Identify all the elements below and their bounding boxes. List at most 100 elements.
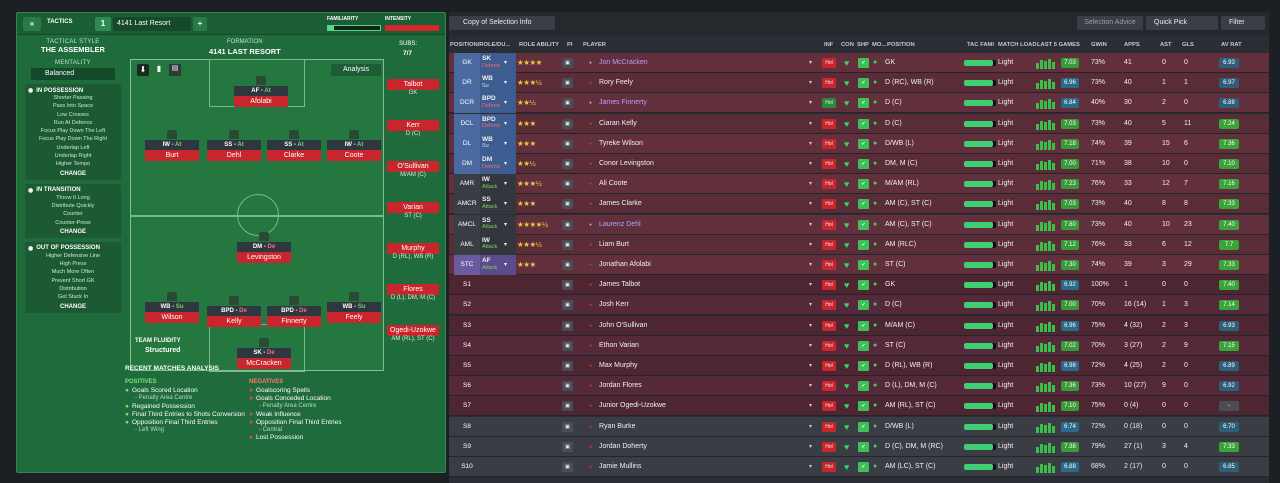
table-row[interactable]: AMCR SS Attack ▾ ★★★ ▣ ● James Clarke ▾ Hol ♥ ✔ ● AM … bbox=[449, 194, 1269, 215]
row-role[interactable]: WB Su bbox=[480, 73, 516, 94]
quick-pick-button[interactable]: Quick Pick bbox=[1146, 16, 1218, 30]
player-name[interactable]: Conor Levingston bbox=[599, 160, 654, 167]
substitute[interactable]: Murphy D (RL), WB (R) bbox=[387, 243, 439, 265]
header-last5[interactable]: LAST 5 GAMES bbox=[1037, 42, 1080, 48]
header-position[interactable]: POSITION bbox=[887, 42, 915, 48]
filter-button[interactable]: Filter bbox=[1221, 16, 1265, 30]
selection-advice-button[interactable]: Selection Advice bbox=[1077, 16, 1143, 30]
pi-icon[interactable]: ▣ bbox=[562, 179, 573, 190]
pi-icon[interactable]: ▣ bbox=[562, 199, 573, 210]
pi-icon[interactable]: ▣ bbox=[562, 300, 573, 311]
pi-icon[interactable]: ▣ bbox=[562, 118, 573, 129]
table-row[interactable]: S10 ▣ ● Jamie Mullins ▾ Hol ♥ ✔ ● AM (LC), ST (C)… bbox=[449, 457, 1269, 477]
player-name[interactable]: Josh Kerr bbox=[599, 301, 629, 309]
player-name[interactable]: Junior Ogedi-Uzokwe bbox=[599, 402, 666, 410]
analysis-item[interactable]: ● Opposition Final Third Entries bbox=[125, 419, 245, 427]
row-position[interactable]: S1 bbox=[463, 281, 471, 289]
role-dropdown-icon[interactable]: ▾ bbox=[504, 100, 508, 107]
table-row[interactable]: S6 ▣ ● Jordan Flores ▾ Hol ♥ ✔ ● D (L), DM, M (C)… bbox=[449, 376, 1269, 397]
row-position[interactable]: S9 bbox=[463, 442, 471, 450]
role-dropdown-icon[interactable]: ▾ bbox=[504, 201, 508, 208]
substitute[interactable]: Talbot GK bbox=[387, 79, 439, 101]
table-row[interactable]: AMR IW Attack ▾ ★★★½ ▣ ● Ali Coote ▾ Hol ♥ ✔ ● M/AM (… bbox=[449, 174, 1269, 195]
analysis-item[interactable]: ● Lost Possession bbox=[249, 434, 379, 442]
row-position[interactable]: S6 bbox=[463, 382, 471, 390]
row-position[interactable]: S5 bbox=[463, 362, 471, 369]
recent-matches-title[interactable]: RECENT MATCHES ANALYSIS bbox=[125, 365, 220, 372]
mentality-select[interactable]: Balanced bbox=[31, 68, 115, 80]
player-dropdown-icon[interactable]: ▾ bbox=[809, 342, 813, 349]
tactic-slot[interactable]: 1 bbox=[95, 17, 111, 31]
pitch-player[interactable]: WB - Su Feely bbox=[327, 292, 381, 324]
player-name[interactable]: Jon McCracken bbox=[599, 59, 648, 66]
player-dropdown-icon[interactable]: ▾ bbox=[809, 302, 813, 309]
player-name[interactable]: Tyreke Wilson bbox=[599, 139, 643, 147]
row-role[interactable]: DM Defend bbox=[480, 154, 516, 174]
pi-icon[interactable]: ▣ bbox=[562, 280, 573, 291]
player-dropdown-icon[interactable]: ▾ bbox=[809, 383, 813, 390]
header-shp[interactable]: SHP bbox=[857, 42, 869, 48]
table-row[interactable]: DR WB Su ▾ ★★★½ ▣ ● Rory Feely ▾ Hol ♥ ✔ ● D (RC), WB… bbox=[449, 73, 1269, 94]
player-name[interactable]: Liam Burt bbox=[599, 240, 629, 248]
pi-icon[interactable]: ▣ bbox=[562, 58, 573, 68]
pi-icon[interactable]: ▣ bbox=[562, 98, 573, 109]
pitch-player[interactable]: SS - At Dehl bbox=[207, 130, 261, 162]
table-row[interactable]: S9 ▣ ● Jordan Doherty ▾ Hol ♥ ✔ ● D (C), DM, M (R… bbox=[449, 436, 1269, 457]
table-row[interactable]: STC AF Attack ▾ ★★★ ▣ ● Jonathan Afolabi ▾ Hol ♥ ✔ ●… bbox=[449, 255, 1269, 275]
pi-icon[interactable]: ▣ bbox=[562, 219, 573, 230]
pi-icon[interactable]: ▣ bbox=[562, 441, 573, 452]
player-dropdown-icon[interactable]: ▾ bbox=[809, 464, 813, 470]
player-name[interactable]: Jamie Mullins bbox=[599, 463, 642, 470]
player-name[interactable]: James Talbot bbox=[599, 281, 641, 289]
row-position[interactable]: DCR bbox=[454, 93, 480, 114]
player-dropdown-icon[interactable]: ▾ bbox=[809, 282, 813, 289]
pitch-player[interactable]: SK - De McCracken bbox=[237, 338, 291, 370]
player-name[interactable]: Ciaran Kelly bbox=[599, 119, 637, 127]
instructions-icon[interactable]: ▤ bbox=[169, 64, 181, 76]
player-name[interactable]: Ethon Varian bbox=[599, 341, 639, 349]
pitch-player[interactable]: IW - At Burt bbox=[145, 130, 199, 162]
header-inf[interactable]: INF bbox=[824, 42, 834, 48]
role-dropdown-icon[interactable]: ▾ bbox=[504, 161, 508, 167]
substitute[interactable]: Ogedi-Uzokwe AM (RL), ST (C) bbox=[387, 325, 439, 347]
analysis-item[interactable]: ● Goalscoring Spells bbox=[249, 387, 379, 395]
pi-icon[interactable]: ▣ bbox=[562, 401, 573, 412]
pi-icon[interactable]: ▣ bbox=[562, 361, 573, 371]
player-dropdown-icon[interactable]: ▾ bbox=[809, 201, 813, 208]
analysis-item[interactable]: ● Final Third Entries to Shots Conversion bbox=[125, 411, 245, 419]
back-icon[interactable]: « bbox=[23, 17, 41, 31]
table-row[interactable]: S1 ▣ ● James Talbot ▾ Hol ♥ ✔ ● GK Light 6.92 100% 1 0… bbox=[449, 275, 1269, 296]
table-row[interactable]: DL WB Su ▾ ★★★ ▣ ● Tyreke Wilson ▾ Hol ♥ ✔ ● D/WB (L)… bbox=[449, 133, 1269, 154]
table-row[interactable]: DM DM Defend ▾ ★★½ ▣ ● Conor Levingston ▾ Hol ♥ ✔ ● D… bbox=[449, 154, 1269, 174]
tactic-name-select[interactable]: 4141 Last Resort bbox=[113, 17, 191, 31]
analysis-item[interactable]: ● Goals Scored Location bbox=[125, 387, 245, 395]
player-name[interactable]: Jonathan Afolabi bbox=[599, 261, 651, 268]
table-row[interactable]: S3 ▣ ● John O'Sullivan ▾ Hol ♥ ✔ ● M/AM (C) Light 6… bbox=[449, 315, 1269, 336]
header-gwin[interactable]: GWIN bbox=[1091, 42, 1107, 48]
analysis-item[interactable]: ● Opposition Final Third Entries bbox=[249, 419, 379, 427]
pitch-player[interactable]: BPD - De Finnerty bbox=[267, 296, 321, 328]
add-tactic-button[interactable]: + bbox=[193, 17, 207, 31]
row-role[interactable]: AF Attack bbox=[480, 255, 516, 275]
header-av-rat[interactable]: AV RAT bbox=[1221, 42, 1242, 48]
row-position[interactable]: S3 bbox=[463, 321, 471, 329]
stats-icon[interactable]: ▮ bbox=[156, 64, 162, 73]
row-role[interactable]: SK Defend bbox=[480, 53, 516, 73]
header-apps[interactable]: APPS bbox=[1124, 42, 1140, 48]
row-position[interactable]: DR bbox=[454, 73, 480, 94]
pitch-player[interactable]: BPD - De Kelly bbox=[207, 296, 261, 328]
header-match-load[interactable]: MATCH LOAD bbox=[998, 42, 1037, 48]
row-role[interactable]: WB Su bbox=[480, 133, 516, 154]
pi-icon[interactable]: ▣ bbox=[562, 421, 573, 432]
row-position[interactable]: GK bbox=[454, 53, 480, 73]
pi-icon[interactable]: ▣ bbox=[562, 239, 573, 250]
pitch-player[interactable]: WB - Su Wilson bbox=[145, 292, 199, 324]
player-dropdown-icon[interactable]: ▾ bbox=[809, 221, 813, 228]
row-role[interactable]: SS Attack bbox=[480, 194, 516, 215]
player-name[interactable]: James Finnerty bbox=[599, 99, 647, 107]
player-name[interactable]: Rory Feely bbox=[599, 79, 633, 87]
analysis-item[interactable]: ● Regained Possession bbox=[125, 403, 245, 411]
role-dropdown-icon[interactable]: ▾ bbox=[504, 120, 508, 127]
player-dropdown-icon[interactable]: ▾ bbox=[809, 100, 813, 107]
role-dropdown-icon[interactable]: ▾ bbox=[504, 60, 508, 66]
